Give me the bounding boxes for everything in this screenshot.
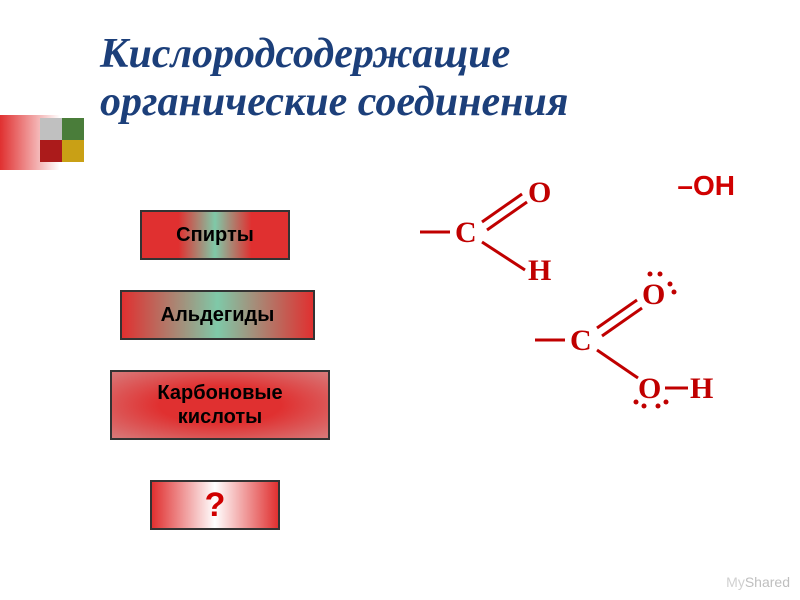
carboxylic-acid-formula: C O O H (530, 270, 720, 410)
bullet-square-tr (62, 118, 84, 140)
svg-text:O: O (638, 372, 661, 405)
watermark-part1: My (726, 574, 745, 590)
bullet-square-tl (40, 118, 62, 140)
svg-text:C: C (455, 216, 477, 249)
svg-text:C: C (570, 324, 592, 357)
slide: Кислородсодержащиеорганические соединени… (0, 0, 800, 600)
page-title: Кислородсодержащиеорганические соединени… (100, 30, 568, 127)
aldehyde-formula: C O H (410, 180, 580, 280)
question-box: ? (150, 480, 280, 530)
svg-text:O: O (528, 180, 551, 209)
watermark: MyShared (726, 574, 790, 590)
category-label: Карбоновые кислоты (116, 381, 324, 429)
bullet-square-bl (40, 140, 62, 162)
category-label: Спирты (176, 224, 254, 247)
category-box-aldehydes: Альдегиды (120, 290, 315, 340)
question-mark-icon: ? (205, 486, 226, 525)
svg-text:O: O (642, 278, 665, 311)
svg-text:H: H (690, 372, 713, 405)
hydroxyl-label: –OH (677, 170, 735, 202)
bullet-square-br (62, 140, 84, 162)
category-box-alcohols: Спирты (140, 210, 290, 260)
bullet-decoration (40, 118, 90, 168)
category-box-carboxylic-acids: Карбоновые кислоты (110, 370, 330, 440)
category-label: Альдегиды (161, 304, 275, 327)
watermark-part2: Shared (745, 574, 790, 590)
